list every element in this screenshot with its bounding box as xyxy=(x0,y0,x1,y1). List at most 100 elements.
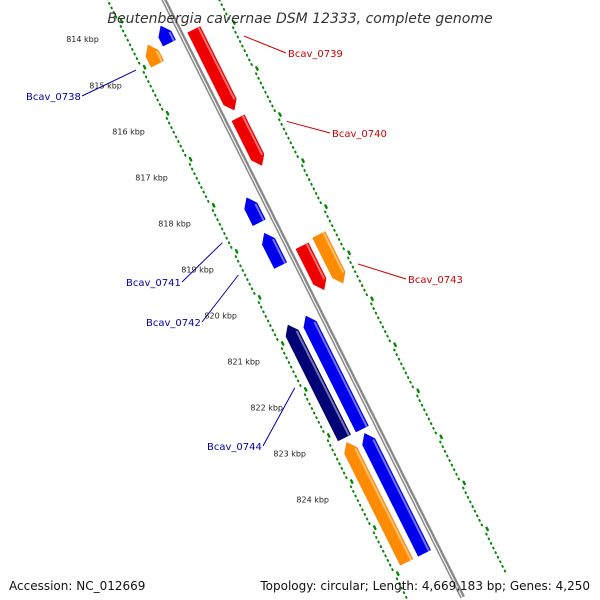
rev-ruler xyxy=(106,0,408,599)
tick-label: 814 kbp xyxy=(66,35,99,44)
gene-arrow-body xyxy=(244,197,266,227)
ruler-mark xyxy=(273,333,277,337)
gene-arrow-body xyxy=(145,44,165,68)
accession-text: Accession: NC_012669 xyxy=(9,579,146,593)
ruler-mark xyxy=(374,311,378,315)
ruler-layer xyxy=(106,0,507,599)
gene-arrow xyxy=(362,433,432,557)
ruler-mark xyxy=(234,248,239,254)
ruler-mark xyxy=(255,72,258,76)
gene-arrow xyxy=(145,44,165,68)
ruler-mark xyxy=(188,156,193,162)
label-leader-line xyxy=(262,387,296,447)
ruler-mark xyxy=(257,76,260,80)
gene-arrow xyxy=(295,242,327,291)
ruler-mark xyxy=(324,204,328,210)
ruler-mark xyxy=(255,66,259,71)
ruler-mark xyxy=(347,250,351,256)
gene-arrow xyxy=(158,25,176,47)
ruler-mark xyxy=(278,112,282,117)
ruler-mark xyxy=(370,302,373,306)
ruler-mark xyxy=(373,525,377,530)
tick-label: 815 kbp xyxy=(89,81,122,90)
ruler-mark xyxy=(471,505,474,508)
ruler-mark xyxy=(370,296,374,302)
genome-summary-text: Topology: circular; Length: 4,669,183 bp… xyxy=(260,579,590,593)
ruler-mark xyxy=(271,328,274,332)
ruler-mark xyxy=(301,158,305,164)
label-leader-line xyxy=(357,263,407,280)
ruler-mark xyxy=(416,388,420,394)
tick-label: 822 kbp xyxy=(250,404,283,413)
ruler-mark xyxy=(119,18,124,24)
ruler-mark xyxy=(350,479,354,484)
ruler-mark xyxy=(170,126,173,130)
ruler-mark xyxy=(211,202,216,208)
backbone-line xyxy=(161,0,465,599)
gene-arrow-body xyxy=(158,25,176,47)
ruler-mark xyxy=(382,549,385,553)
ruler-mark xyxy=(360,284,364,287)
gene-arrow-highlight xyxy=(372,439,430,552)
ruler-mark xyxy=(167,121,171,125)
gene-arrow-highlight xyxy=(313,321,368,428)
tick-label: 820 kbp xyxy=(204,312,237,321)
gene-label[interactable]: Bcav_0741 xyxy=(126,278,181,289)
map-title: Beutenbergia cavernae DSM 12333, complet… xyxy=(107,11,492,27)
ruler-mark xyxy=(158,103,162,107)
gene-arrow-highlight xyxy=(197,26,236,101)
backbone-highlight xyxy=(162,0,463,598)
gene-layer xyxy=(145,25,432,566)
gene-label[interactable]: Bcav_0738 xyxy=(26,92,81,103)
gene-arrow-highlight xyxy=(305,243,326,280)
ruler-mark xyxy=(388,563,392,567)
tick-label: 816 kbp xyxy=(112,127,145,136)
label-leader-line xyxy=(286,120,331,134)
gene-label[interactable]: Bcav_0743 xyxy=(408,275,463,286)
ruler-mark xyxy=(372,307,375,310)
ruler-mark xyxy=(161,107,164,111)
ruler-mark xyxy=(386,559,390,562)
gene-arrow-highlight xyxy=(241,115,264,156)
gene-label[interactable]: Bcav_0742 xyxy=(146,318,201,329)
gene-label[interactable]: Bcav_0744 xyxy=(207,442,262,453)
ruler-mark xyxy=(142,64,147,70)
gene-arrow-highlight xyxy=(254,203,265,221)
ruler-mark xyxy=(276,338,279,341)
gene-arrow xyxy=(187,26,237,111)
ruler-mark xyxy=(391,568,394,572)
ruler-mark xyxy=(473,509,477,513)
gene-arrow-highlight xyxy=(322,232,345,273)
ruler-mark xyxy=(283,351,286,355)
tick-label: 819 kbp xyxy=(181,265,214,274)
fwd-ruler xyxy=(218,0,507,573)
gene-arrow xyxy=(262,232,288,269)
ruler-mark xyxy=(462,480,466,486)
tick-label: 818 kbp xyxy=(158,219,191,228)
ruler-mark xyxy=(363,288,366,292)
ruler-mark xyxy=(250,63,253,66)
gene-arrow-highlight xyxy=(354,447,412,561)
label-leader-line xyxy=(201,274,239,323)
tick-label: 821 kbp xyxy=(227,358,260,367)
ruler-mark xyxy=(485,532,488,536)
backbone-layer xyxy=(161,0,465,599)
gene-arrow xyxy=(344,442,414,566)
ruler-mark xyxy=(280,341,285,346)
ruler-mark xyxy=(393,342,397,348)
ruler-mark xyxy=(165,117,169,120)
ruler-mark xyxy=(384,554,387,558)
gene-arrow xyxy=(231,114,265,166)
gene-arrow-highlight xyxy=(168,31,175,42)
ruler-mark xyxy=(261,86,265,89)
ruler-mark xyxy=(365,293,368,297)
gene-label[interactable]: Bcav_0740 xyxy=(332,129,387,140)
label-leader-line xyxy=(181,242,223,283)
gene-label[interactable]: Bcav_0739 xyxy=(288,49,343,60)
gene-arrow-body xyxy=(362,433,432,557)
label-leader-line xyxy=(243,35,287,54)
ruler-mark xyxy=(165,110,170,116)
ruler-mark xyxy=(485,526,489,532)
gene-arrow-highlight xyxy=(155,50,163,63)
ruler-mark xyxy=(172,130,175,134)
